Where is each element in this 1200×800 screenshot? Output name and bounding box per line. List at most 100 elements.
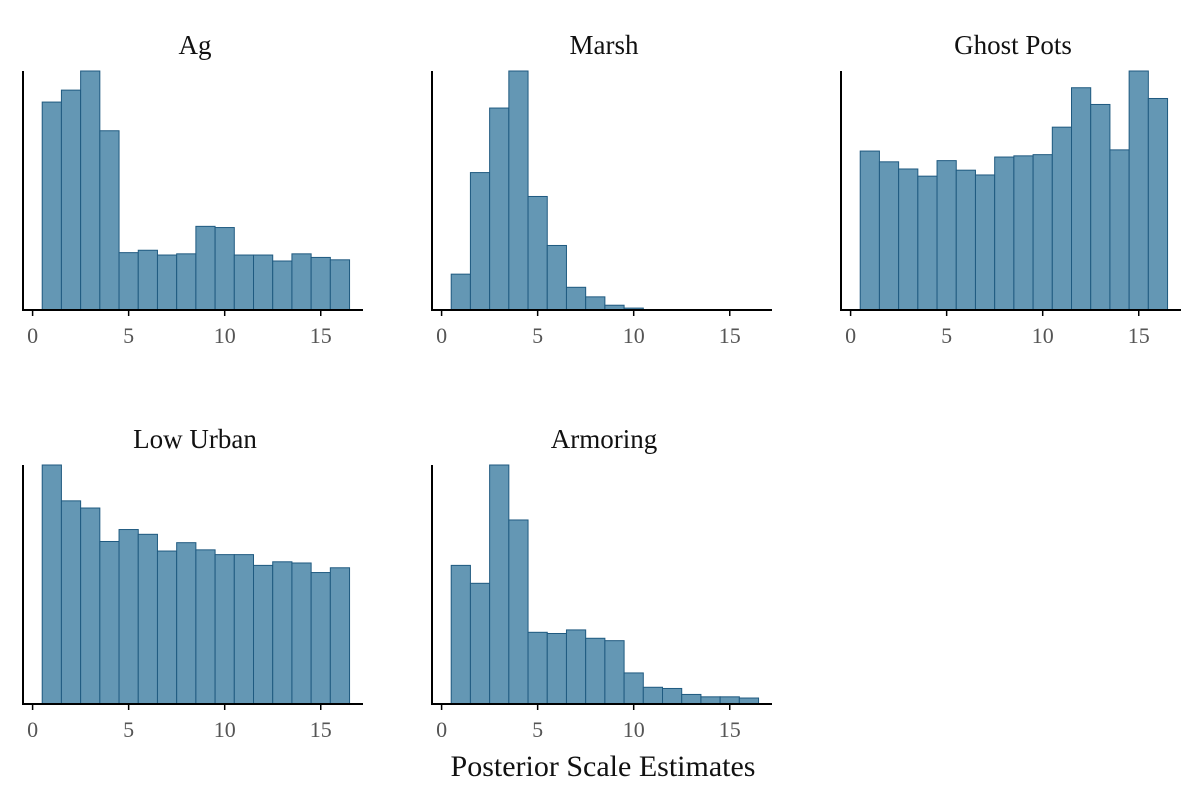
histogram-bar [291,562,312,705]
histogram-bar [585,637,606,705]
histogram-bar [272,561,293,705]
x-tick-label: 10 [214,323,236,348]
x-tick-label: 10 [1032,323,1054,348]
panels: 0 5 10 15 Ag 0 5 10 15 Marsh 0 5 10 15 Ghost Pots 0 5 10 1… [22,30,1181,742]
histogram-bar [291,253,312,311]
panel-low-urban: 0 5 10 15 Low Urban [22,424,363,742]
x-tick-label: 10 [214,717,236,742]
histogram-bar [508,519,529,705]
histogram-bar [489,464,510,705]
x-tick-label: 5 [532,717,543,742]
histogram-bar [469,172,491,311]
x-tick-label: 5 [941,323,952,348]
histogram-bar [41,464,62,705]
panel-title: Ag [179,30,212,60]
x-tick-label: 10 [623,717,645,742]
histogram-bar [60,89,82,311]
histogram-bar [80,507,101,705]
x-tick-label: 15 [719,717,741,742]
histogram-bar [1071,87,1092,311]
x-tick-label: 0 [436,717,447,742]
histogram-bar [585,296,606,311]
histogram-bar [719,696,740,705]
histogram-bar [955,169,976,311]
histogram-bar [176,542,197,705]
panel-ghost-pots: 0 5 10 15 Ghost Pots [840,30,1181,348]
histogram-bar [662,687,683,705]
histogram-bar [450,564,471,705]
histogram-bar [176,253,197,311]
histogram-bar [489,107,510,311]
x-tick-label: 5 [123,323,134,348]
x-tick-label: 0 [27,717,38,742]
histogram-bar [137,249,158,311]
histogram-bar [118,252,139,311]
histogram-bar [527,631,548,705]
histogram-bar [195,225,216,311]
panel-title: Marsh [570,30,639,60]
histogram-bar [195,549,216,705]
histogram-bar [1128,70,1149,311]
x-tick-label: 15 [310,717,332,742]
histogram-bar [60,500,82,705]
histogram-bar [994,156,1015,311]
histogram-bar [310,572,331,705]
x-axis-label: Posterior Scale Estimates [451,750,756,783]
histogram-bar [1013,155,1034,311]
histogram-bar [1032,154,1053,311]
histogram-bar [469,582,491,705]
x-tick-label: 15 [310,323,332,348]
x-tick-label: 10 [623,323,645,348]
histogram-bar [565,629,587,705]
x-tick-label: 15 [1128,323,1150,348]
histogram-bar [214,554,235,705]
panel-armoring: 0 5 10 15 Armoring [431,424,772,742]
histogram-bar [700,696,721,705]
histogram-bar [310,256,331,311]
histogram-bar [565,286,587,311]
panel-title: Armoring [551,424,657,454]
histogram-bar [156,254,178,311]
x-tick-label: 0 [27,323,38,348]
histogram-bar [1090,103,1111,311]
histogram-bar [681,693,702,705]
histogram-bar [508,70,529,311]
x-tick-label: 15 [719,323,741,348]
histogram-bar [974,174,996,311]
x-tick-label: 0 [436,323,447,348]
histogram-bar [99,540,120,705]
histogram-bar [546,632,567,705]
histogram-bar [898,168,919,311]
histogram-bar [253,564,274,705]
panel-title: Low Urban [133,424,257,454]
histogram-bar [859,150,880,311]
x-tick-label: 0 [845,323,856,348]
histogram-bar [253,254,274,311]
panel-ag: 0 5 10 15 Ag [22,30,363,348]
histogram-bar [329,259,351,311]
histogram-bar [936,160,957,311]
histogram-bar [878,161,900,311]
histogram-bar [450,273,471,311]
histogram-bar [99,130,120,311]
histogram-bar [272,260,293,311]
histogram-bar [604,640,625,705]
histogram-bar [233,554,255,705]
histogram-bar [118,529,139,705]
histogram-bar [214,227,235,311]
histogram-bar [329,567,351,705]
histogram-bar [41,101,62,311]
histogram-bar [1051,126,1073,311]
histogram-bar [80,70,101,311]
histogram-bar [917,175,938,311]
histogram-bar [1147,97,1169,311]
histogram-bar [233,254,255,311]
panel-marsh: 0 5 10 15 Marsh [431,30,772,348]
x-tick-label: 5 [532,323,543,348]
histogram-bar [1109,149,1130,311]
histogram-bar [137,533,158,705]
histogram-bar [623,672,644,705]
histogram-bar [642,686,664,705]
x-tick-label: 5 [123,717,134,742]
